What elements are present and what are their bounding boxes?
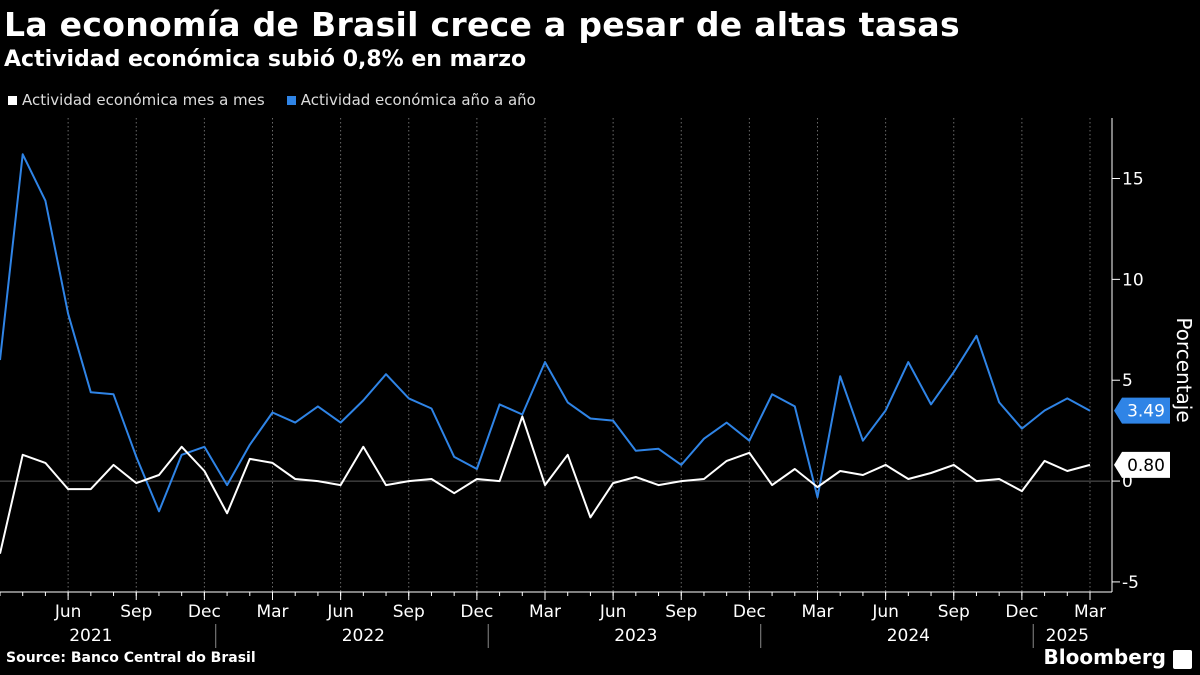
x-tick-label-13: Sep — [938, 602, 970, 622]
x-tick-label-3: Mar — [256, 602, 288, 622]
bloomberg-logo: Bloomberg — [1043, 645, 1166, 669]
legend-label-yoy: Actividad económica año a año — [300, 91, 536, 109]
y-tick-label-3: 10 — [1122, 270, 1144, 290]
legend-item-mom: Actividad económica mes a mes — [8, 91, 265, 109]
x-year-label-2: 2023 — [614, 626, 657, 646]
source-note: Source: Banco Central do Brasil — [6, 650, 256, 666]
legend: Actividad económica mes a mes Actividad … — [8, 91, 536, 109]
x-tick-label-10: Dec — [733, 602, 766, 622]
bloomberg-chart-icon — [1173, 650, 1192, 669]
y-tick-label-0: -5 — [1122, 573, 1139, 593]
series-line-1 — [0, 153, 1091, 513]
series-line-0 — [0, 415, 1091, 554]
end-label-1: 3.49 — [1127, 402, 1165, 422]
x-tick-label-7: Mar — [529, 602, 561, 622]
x-year-label-4: 2025 — [1046, 626, 1089, 646]
legend-item-yoy: Actividad económica año a año — [286, 91, 536, 109]
end-label-box-1 — [1114, 397, 1170, 424]
end-label-0: 0.80 — [1127, 456, 1165, 476]
legend-swatch-yoy — [286, 95, 296, 105]
x-year-label-1: 2022 — [342, 626, 385, 646]
x-tick-label-0: Jun — [54, 602, 82, 622]
x-tick-label-9: Sep — [665, 602, 697, 622]
y-tick-label-2: 5 — [1122, 371, 1133, 391]
x-year-label-0: 2021 — [69, 626, 112, 646]
x-tick-label-1: Sep — [120, 602, 152, 622]
x-tick-label-6: Dec — [460, 602, 493, 622]
y-axis-title: Porcentaje — [1172, 317, 1196, 422]
x-tick-label-5: Sep — [393, 602, 425, 622]
x-tick-label-15: Mar — [1074, 602, 1106, 622]
y-tick-label-1: 0 — [1122, 472, 1133, 492]
x-tick-label-2: Dec — [188, 602, 221, 622]
legend-swatch-mom — [8, 95, 17, 105]
x-tick-label-12: Jun — [871, 602, 899, 622]
x-tick-label-8: Jun — [599, 602, 627, 622]
x-tick-label-11: Mar — [801, 602, 833, 622]
y-tick-label-4: 15 — [1122, 170, 1144, 190]
x-tick-label-14: Dec — [1005, 602, 1038, 622]
chart-subtitle: Actividad económica subió 0,8% en marzo — [4, 47, 527, 72]
legend-label-mom: Actividad económica mes a mes — [22, 91, 265, 109]
chart-title: La economía de Brasil crece a pesar de a… — [4, 5, 960, 44]
x-year-label-3: 2024 — [887, 626, 930, 646]
end-label-box-0 — [1114, 451, 1170, 478]
x-tick-label-4: Jun — [326, 602, 354, 622]
